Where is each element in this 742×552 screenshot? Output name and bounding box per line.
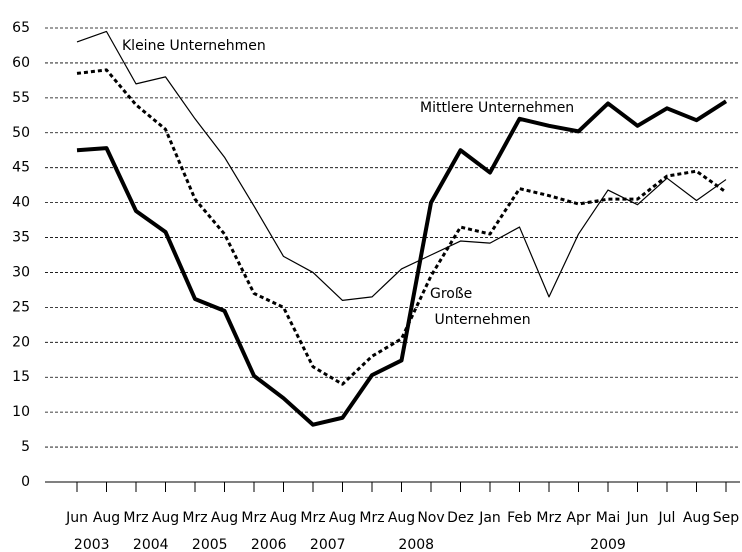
y-tick-label: 55 [12,90,30,106]
y-tick-label: 0 [21,474,30,490]
y-tick-label: 10 [12,404,30,420]
x-tick-label: Jun [626,510,649,526]
x-tick-label: Nov [417,510,444,526]
x-tick-label: Aug [270,510,297,526]
x-group-label: 2008 [398,537,434,552]
x-tick-label: Feb [507,510,532,526]
x-group-label: 2009 [590,537,626,552]
x-group-label: 2004 [133,537,169,552]
x-group-label: 2005 [192,537,228,552]
x-tick-label: Mrz [241,510,266,526]
series-line [76,99,728,427]
y-tick-label: 60 [12,55,30,71]
x-tick-label: Jul [658,510,676,526]
x-tick-label: Mai [596,510,621,526]
x-tick-label: Aug [152,510,179,526]
y-tick-label: 20 [12,334,30,350]
series-label: Mittlere Unternehmen [420,100,574,116]
x-tick-label: Aug [93,510,120,526]
x-tick-label: Dez [447,510,474,526]
x-group-label: 2006 [251,537,287,552]
series-line [76,68,727,386]
y-tick-label: 30 [12,264,30,280]
series-line [76,30,727,301]
y-tick-label: 50 [12,125,30,141]
y-tick-label: 65 [12,20,30,36]
x-tick-label: Jan [478,510,501,526]
x-tick-label: Aug [329,510,356,526]
x-tick-label: Aug [683,510,710,526]
x-tick-label: Mrz [123,510,148,526]
y-tick-label: 45 [12,160,30,176]
x-tick-label: Mrz [182,510,207,526]
y-tick-label: 35 [12,230,30,246]
x-tick-label: Sep [713,510,740,526]
series-label: Kleine Unternehmen [122,38,266,54]
x-tick-label: Aug [388,510,415,526]
x-group-label: 2007 [310,537,346,552]
x-group-label: 2003 [74,537,110,552]
x-tick-label: Apr [566,510,590,526]
y-tick-label: 5 [21,439,30,455]
y-tick-label: 15 [12,369,30,385]
x-tick-label: Mrz [536,510,561,526]
x-tick-label: Jun [65,510,88,526]
x-tick-label: Mrz [300,510,325,526]
y-tick-label: 40 [12,195,30,211]
y-tick-label: 25 [12,299,30,315]
series-label: Große Unternehmen [430,286,531,328]
x-tick-label: Mrz [359,510,384,526]
x-tick-label: Aug [211,510,238,526]
